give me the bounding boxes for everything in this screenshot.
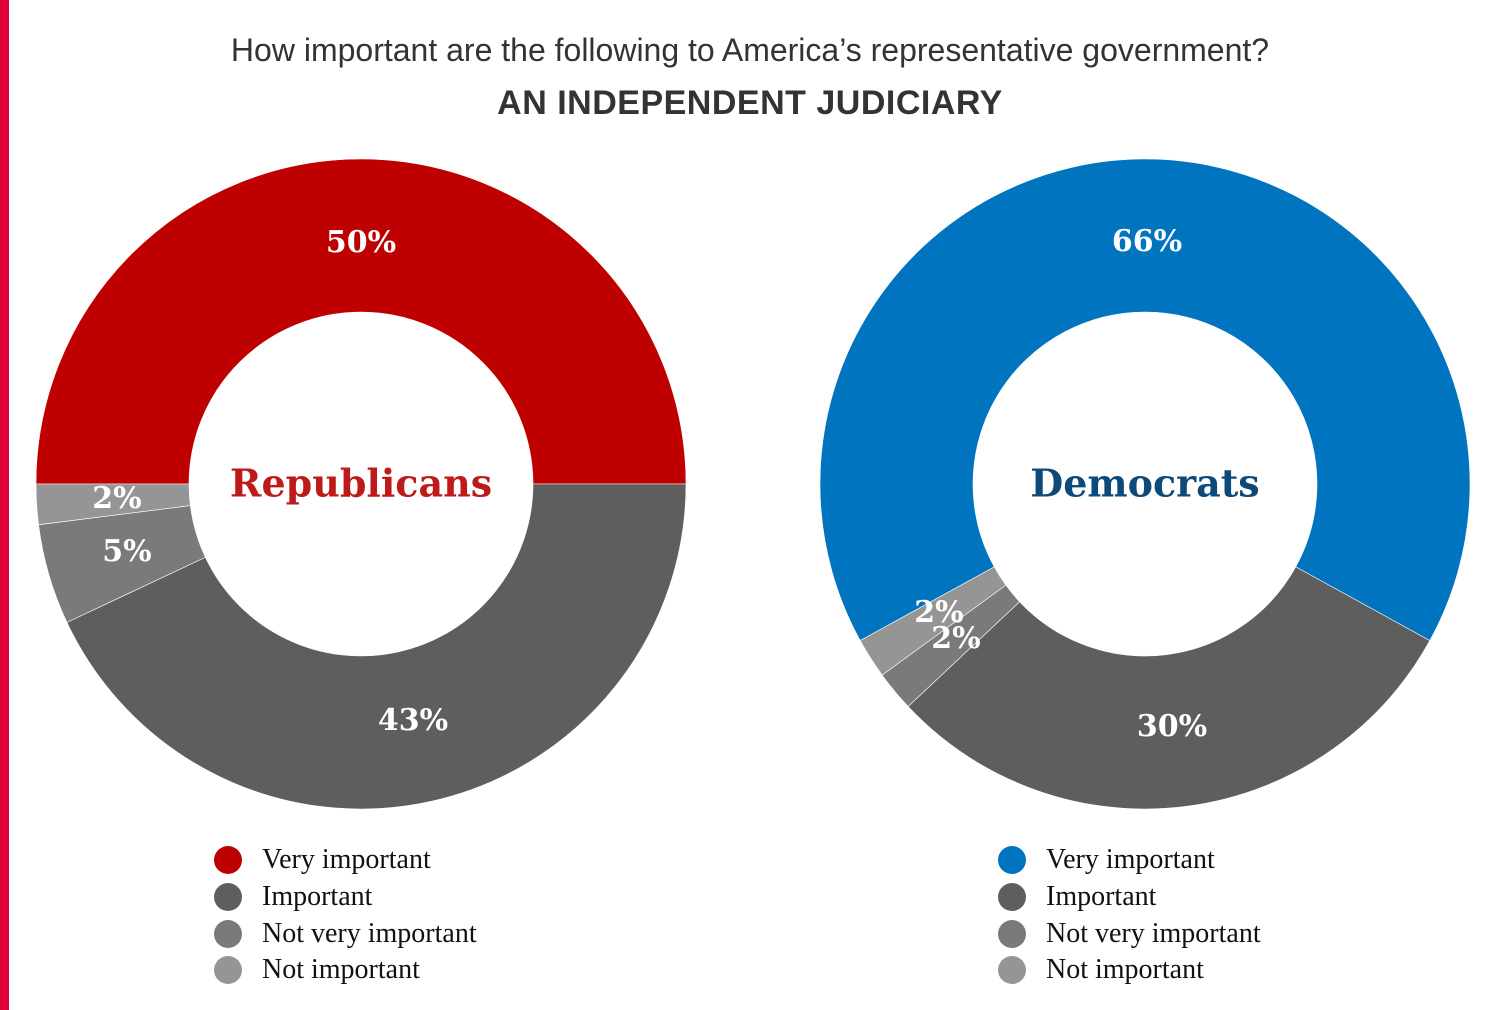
data-label: 66% — [1112, 224, 1182, 259]
donut-slice-important — [907, 566, 1431, 810]
chart-subtitle: AN INDEPENDENT JUDICIARY — [497, 84, 1003, 122]
legend-item: Not important — [998, 952, 1261, 989]
donut-slice-very-important — [35, 158, 687, 485]
legend-label: Not important — [1046, 954, 1204, 986]
donut-center-label: Democrats — [1030, 461, 1259, 506]
chart-title: How important are the following to Ameri… — [230, 32, 1270, 68]
legend-label: Very important — [262, 844, 431, 876]
data-label: 50% — [326, 225, 396, 260]
legend-item: Not very important — [998, 915, 1261, 952]
legend-label: Not very important — [1046, 917, 1261, 949]
data-label: 2% — [914, 595, 963, 630]
data-label: 2% — [931, 621, 980, 656]
donut-slice-not-important — [859, 566, 1007, 676]
legend-republicans: Very important Important Not very import… — [214, 842, 477, 989]
legend-label: Not important — [262, 954, 420, 986]
legend-swatch — [214, 846, 242, 875]
data-label: 2% — [92, 481, 141, 516]
legend-swatch — [998, 846, 1026, 875]
legend-item: Very important — [998, 842, 1261, 879]
legend-swatch — [214, 883, 242, 912]
donut-slice-important — [66, 483, 687, 810]
legend-label: Not very important — [262, 917, 477, 949]
legend-swatch — [214, 956, 242, 985]
data-label: 43% — [378, 703, 448, 738]
legend-democrats: Very important Important Not very import… — [998, 842, 1261, 989]
donut-center-label: Republicans — [230, 461, 492, 506]
donut-slice-very-important — [819, 158, 1471, 641]
legend-swatch — [998, 919, 1026, 948]
legend-item: Not very important — [214, 915, 477, 952]
legend-label: Very important — [1046, 844, 1215, 876]
legend-label: Important — [1046, 881, 1157, 913]
accent-bar — [0, 0, 9, 1010]
legend-swatch — [214, 919, 242, 948]
data-label: 5% — [102, 534, 151, 569]
legend-label: Important — [262, 881, 373, 913]
legend-item: Important — [998, 879, 1261, 916]
donut-slice-not-important — [35, 483, 191, 526]
legend-swatch — [998, 956, 1026, 985]
legend-item: Important — [214, 879, 477, 916]
legend-item: Very important — [214, 842, 477, 879]
legend-swatch — [998, 883, 1026, 912]
legend-item: Not important — [214, 952, 477, 989]
data-label: 30% — [1137, 709, 1207, 744]
